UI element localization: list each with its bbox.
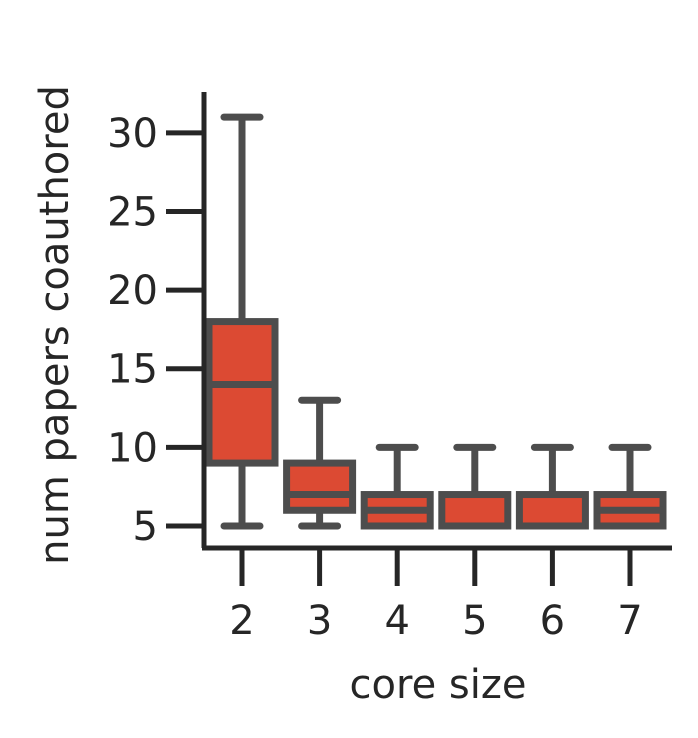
y-tick-label: 25 [107,190,158,236]
x-tick-label: 4 [384,598,409,644]
y-axis-title: num papers coauthored [32,85,78,565]
iqr-box [438,491,512,530]
x-tick-label: 6 [540,598,565,644]
x-tick-label: 7 [617,598,642,644]
y-tick-label: 30 [107,111,158,157]
box-7 [593,443,667,530]
y-tick-label: 10 [107,425,158,471]
box-2 [205,113,279,530]
x-tick-label: 5 [462,598,487,644]
box-5 [438,443,512,530]
boxes-layer [205,113,667,530]
box-4 [360,443,434,530]
iqr-box [283,459,357,514]
x-tick-label: 3 [307,598,332,644]
y-tick-label: 20 [107,268,158,314]
x-axis-title: core size [350,662,527,708]
axes-layer [201,92,672,551]
iqr-box [515,491,589,530]
y-ticks: 5 10 15 20 25 30 [107,111,204,550]
x-tick-label: 2 [229,598,254,644]
box-6 [515,443,589,530]
x-ticks: 2 3 4 5 6 7 [229,548,643,644]
y-tick-label: 5 [133,504,158,550]
box-3 [283,396,357,530]
y-tick-label: 15 [107,347,158,393]
iqr-box [205,318,279,467]
